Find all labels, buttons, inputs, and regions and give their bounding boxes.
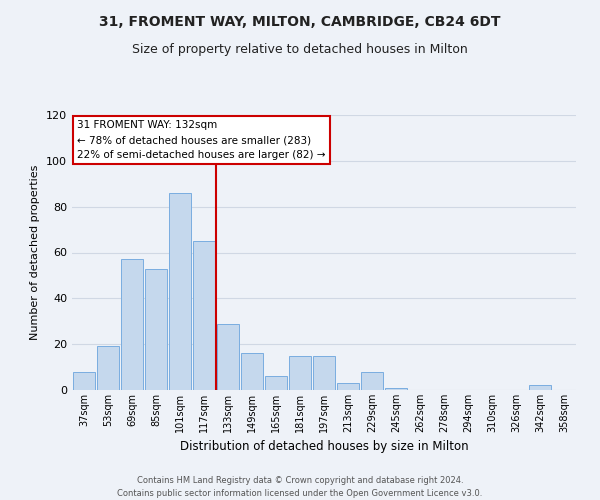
Bar [97, 346, 119, 390]
Text: Contains HM Land Registry data © Crown copyright and database right 2024.
Contai: Contains HM Land Registry data © Crown c… [118, 476, 482, 498]
Bar [337, 383, 359, 390]
Bar [145, 268, 167, 390]
Bar [385, 388, 407, 390]
Bar [193, 241, 215, 390]
Y-axis label: Number of detached properties: Number of detached properties [31, 165, 40, 340]
Bar [313, 356, 335, 390]
Bar [73, 372, 95, 390]
Bar [361, 372, 383, 390]
Bar [241, 354, 263, 390]
Bar [265, 376, 287, 390]
X-axis label: Distribution of detached houses by size in Milton: Distribution of detached houses by size … [179, 440, 469, 454]
Bar [217, 324, 239, 390]
Bar [169, 193, 191, 390]
Text: 31 FROMENT WAY: 132sqm
← 78% of detached houses are smaller (283)
22% of semi-de: 31 FROMENT WAY: 132sqm ← 78% of detached… [77, 120, 326, 160]
Text: 31, FROMENT WAY, MILTON, CAMBRIDGE, CB24 6DT: 31, FROMENT WAY, MILTON, CAMBRIDGE, CB24… [99, 15, 501, 29]
Bar [529, 386, 551, 390]
Bar [121, 260, 143, 390]
Text: Size of property relative to detached houses in Milton: Size of property relative to detached ho… [132, 42, 468, 56]
Bar [289, 356, 311, 390]
